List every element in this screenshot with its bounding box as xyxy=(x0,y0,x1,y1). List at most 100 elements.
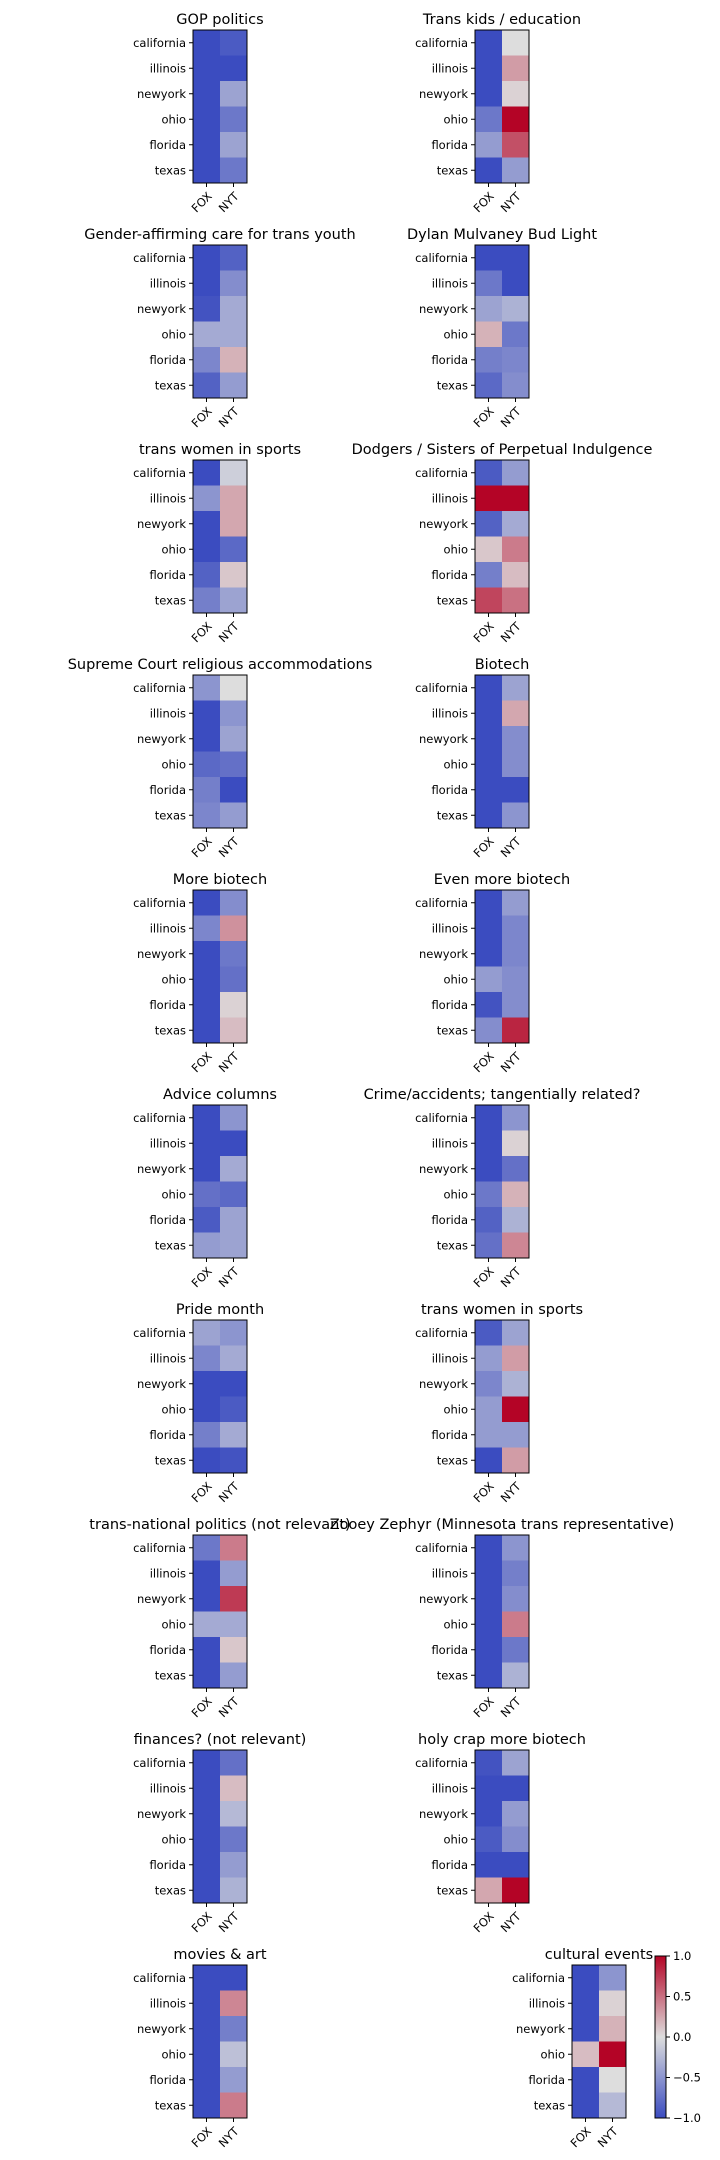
x-tick-label: FOX xyxy=(189,619,215,645)
y-tick-label: texas xyxy=(155,593,186,607)
heatmap-cell xyxy=(475,372,503,399)
heatmap-cell xyxy=(599,2067,627,2093)
heatmap-cell xyxy=(502,890,530,916)
y-tick-label: florida xyxy=(149,568,186,582)
heatmap-cell xyxy=(502,81,530,107)
y-tick-label: california xyxy=(415,466,468,480)
y-tick-label: illinois xyxy=(432,491,468,505)
heatmap-cell xyxy=(220,55,248,82)
heatmap-cell xyxy=(193,2016,221,2042)
heatmap-cell xyxy=(220,587,248,614)
y-tick-label: newyork xyxy=(419,1592,468,1606)
y-tick-label: newyork xyxy=(419,732,468,746)
panel-title: More biotech xyxy=(173,872,267,888)
x-tick-label: FOX xyxy=(189,1049,215,1075)
heatmap-cell xyxy=(502,1345,530,1372)
heatmap-cell xyxy=(502,1422,530,1448)
x-tick-label: NYT xyxy=(216,834,243,861)
y-tick-label: texas xyxy=(155,378,186,392)
heatmap-cell xyxy=(475,1447,503,1474)
heatmap-cell xyxy=(220,915,248,942)
heatmap-cell xyxy=(193,296,221,322)
heatmap-cell xyxy=(475,992,503,1018)
y-tick-label: florida xyxy=(431,1858,468,1872)
y-tick-label: texas xyxy=(437,1238,468,1252)
heatmap-cell xyxy=(502,1447,530,1474)
heatmap-cell xyxy=(193,485,221,512)
panel-title: Supreme Court religious accommodations xyxy=(68,657,373,673)
panel-title: GOP politics xyxy=(176,12,263,28)
y-tick-label: ohio xyxy=(443,1402,468,1416)
heatmap-cell xyxy=(475,132,503,158)
heatmap-cell xyxy=(502,1130,530,1157)
y-tick-label: illinois xyxy=(432,1781,468,1795)
heatmap-cell xyxy=(502,726,530,752)
x-tick-label: FOX xyxy=(471,1264,497,1290)
x-tick-label: NYT xyxy=(216,189,243,216)
heatmap-cell xyxy=(502,1775,530,1802)
heatmap-cell xyxy=(502,992,530,1018)
y-tick-label: newyork xyxy=(137,302,186,316)
y-tick-label: ohio xyxy=(443,112,468,126)
y-tick-label: newyork xyxy=(137,1592,186,1606)
heatmap-cell xyxy=(193,2092,221,2119)
heatmap-cell xyxy=(220,890,248,916)
x-tick-label: NYT xyxy=(498,1264,525,1291)
heatmap-cell xyxy=(572,2092,600,2119)
y-tick-label: newyork xyxy=(419,87,468,101)
y-tick-label: texas xyxy=(437,593,468,607)
heatmap-cell xyxy=(220,347,248,373)
y-tick-label: ohio xyxy=(161,1617,186,1631)
x-tick-label: NYT xyxy=(498,1694,525,1721)
y-tick-label: texas xyxy=(437,1883,468,1897)
y-tick-label: newyork xyxy=(419,517,468,531)
y-tick-label: texas xyxy=(437,1023,468,1037)
heatmap-cell xyxy=(475,347,503,373)
panel-frame xyxy=(192,1319,248,1474)
heatmap-cell xyxy=(220,1371,248,1397)
heatmap-cell xyxy=(502,1320,530,1346)
heatmap-cell xyxy=(475,1422,503,1448)
y-tick-label: ohio xyxy=(443,327,468,341)
y-tick-label: ohio xyxy=(161,1832,186,1846)
y-tick-label: illinois xyxy=(150,706,186,720)
heatmap-cell xyxy=(193,1017,221,1044)
x-tick-label: FOX xyxy=(471,189,497,215)
y-tick-label: texas xyxy=(437,1453,468,1467)
heatmap-cell xyxy=(220,1586,248,1612)
heatmap-cell xyxy=(502,1801,530,1827)
y-tick-label: ohio xyxy=(161,972,186,986)
y-tick-label: newyork xyxy=(137,1162,186,1176)
heatmap-cell xyxy=(475,1130,503,1157)
heatmap-cell xyxy=(475,106,503,133)
x-tick-label: NYT xyxy=(216,1049,243,1076)
heatmap-cell xyxy=(475,700,503,727)
y-tick-label: florida xyxy=(149,2073,186,2087)
x-tick-label: FOX xyxy=(189,189,215,215)
panel-title: Gender-affirming care for trans youth xyxy=(84,227,356,243)
heatmap-cell xyxy=(193,1320,221,1346)
heatmap-cell xyxy=(220,802,248,829)
heatmap-cell xyxy=(475,802,503,829)
heatmap-cell xyxy=(193,106,221,133)
heatmap-cell xyxy=(220,106,248,133)
heatmap-cell xyxy=(475,296,503,322)
y-tick-label: ohio xyxy=(540,2047,565,2061)
panel-frame xyxy=(192,1104,248,1259)
x-tick-label: FOX xyxy=(471,404,497,430)
heatmap-cell xyxy=(193,587,221,614)
heatmap-cell xyxy=(193,1611,221,1638)
heatmap-cell xyxy=(502,751,530,778)
heatmap-cell xyxy=(502,511,530,537)
heatmap-cell xyxy=(193,802,221,829)
heatmap-cell xyxy=(193,1750,221,1776)
heatmap-cell xyxy=(220,2092,248,2119)
y-tick-label: texas xyxy=(437,808,468,822)
heatmap-cell xyxy=(502,296,530,322)
y-tick-label: california xyxy=(415,36,468,50)
heatmap-cell xyxy=(502,460,530,486)
y-tick-label: texas xyxy=(155,1023,186,1037)
heatmap-cell xyxy=(475,966,503,993)
y-tick-label: newyork xyxy=(137,2022,186,2036)
heatmap-cell xyxy=(220,1990,248,2017)
